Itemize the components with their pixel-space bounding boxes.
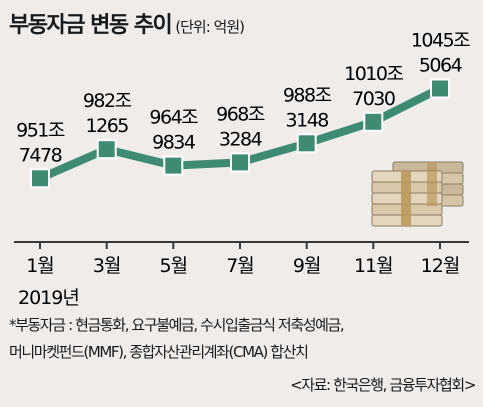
data-label-eok: 9834: [152, 132, 196, 154]
data-label-jo: 964조: [149, 107, 198, 129]
data-label-eok: 7478: [19, 144, 62, 166]
data-label-jo: 1045조: [411, 30, 470, 52]
data-labels: 951조 7478 982조 1265 964조 9834 968조 3284 988조 3148…: [16, 30, 472, 167]
x-tick-label: 12월: [421, 255, 460, 277]
data-label-eok: 1265: [86, 115, 129, 137]
data-label-eok: 3284: [219, 128, 263, 150]
x-tick-label: 3월: [93, 255, 121, 277]
footnote-line-1: *부동자금 : 현금통화, 요구불예금, 수시입출금식 저축성예금,: [9, 316, 345, 334]
x-tick-label: 11월: [354, 255, 393, 277]
x-tick-label: 7월: [226, 255, 254, 277]
data-label-jo: 1010조: [344, 63, 403, 85]
data-label-jo: 968조: [216, 103, 265, 125]
money-stack-icon: [371, 161, 464, 227]
data-point-marker: [296, 133, 317, 154]
data-label-eok: 3148: [286, 109, 329, 131]
data-label-jo: 951조: [16, 119, 65, 141]
x-tick-label: 1월: [26, 255, 54, 277]
chart-unit: (단위: 억원): [175, 18, 245, 36]
x-tick-labels: 1월 3월 5월 7월 9월 11월 12월: [26, 255, 460, 277]
footnote-line-2: 머니마켓펀드(MMF), 종합자산관리계좌(CMA) 합산치: [9, 343, 309, 361]
data-label-jo: 988조: [283, 84, 332, 106]
data-point-marker: [163, 155, 184, 176]
data-point-marker: [363, 111, 384, 132]
x-axis-ticks: [39, 242, 441, 249]
source-note: <자료: 한국은행, 금융투자협회>: [290, 376, 476, 394]
data-point-marker: [30, 168, 50, 189]
x-tick-label: 5월: [160, 255, 188, 277]
data-point-marker: [430, 78, 450, 99]
data-markers: [30, 78, 450, 189]
data-label-eok: 5064: [419, 55, 463, 77]
year-label: 2019년: [18, 287, 79, 309]
chart-title: 부동자금 변동 추이: [9, 13, 173, 38]
data-label-eok: 7030: [352, 88, 395, 110]
chart-header: 부동자금 변동 추이 (단위: 억원): [9, 7, 245, 39]
data-point-marker: [96, 139, 117, 160]
x-tick-label: 9월: [293, 255, 321, 277]
data-label-jo: 982조: [83, 90, 132, 112]
data-point-marker: [230, 152, 250, 173]
